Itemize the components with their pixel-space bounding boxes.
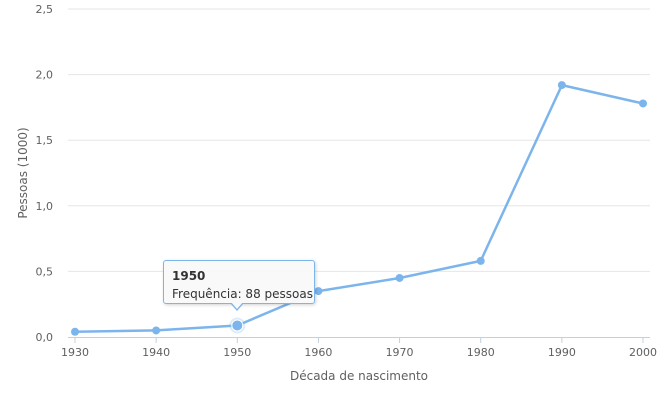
data-point <box>71 327 79 336</box>
x-tick-label: 1950 <box>223 346 251 359</box>
y-tick-label: 1,5 <box>36 134 54 147</box>
tooltip-text: Frequência: 88 pessoas <box>172 287 313 301</box>
data-point <box>557 81 566 90</box>
x-tick-label: 1970 <box>386 346 414 359</box>
y-tick-label: 1,0 <box>36 200 54 213</box>
y-tick-label: 2,0 <box>36 69 54 82</box>
tooltip-title: 1950 <box>172 269 206 283</box>
x-tick-label: 1980 <box>467 346 495 359</box>
x-axis-title: Década de nascimento <box>290 369 428 383</box>
x-tick-label: 1940 <box>142 346 170 359</box>
y-axis-ticks: 0,0 0,5 1,0 1,5 2,0 2,5 <box>36 3 54 344</box>
y-axis-title: Pessoas (1000) <box>16 127 30 218</box>
x-tick-label: 1930 <box>61 346 89 359</box>
x-tick-label: 1960 <box>304 346 332 359</box>
y-tick-label: 0,0 <box>36 331 54 344</box>
x-axis-ticks: 1930 1940 1950 1960 1970 1980 1990 2000 <box>61 337 657 359</box>
x-tick-label: 2000 <box>629 346 657 359</box>
tooltip-arrow <box>230 302 244 311</box>
x-tick-label: 1990 <box>548 346 576 359</box>
grid-lines <box>68 8 650 272</box>
y-tick-label: 2,5 <box>36 3 54 16</box>
data-point-hovered <box>231 319 244 332</box>
data-point <box>639 99 647 108</box>
data-point <box>476 256 485 265</box>
data-point <box>152 326 161 335</box>
tooltip: 1950 Frequência: 88 pessoas <box>163 260 315 311</box>
data-points <box>71 81 647 336</box>
data-point <box>314 287 323 296</box>
series-line <box>73 83 645 334</box>
data-point <box>395 273 404 282</box>
y-tick-label: 0,5 <box>36 265 54 278</box>
